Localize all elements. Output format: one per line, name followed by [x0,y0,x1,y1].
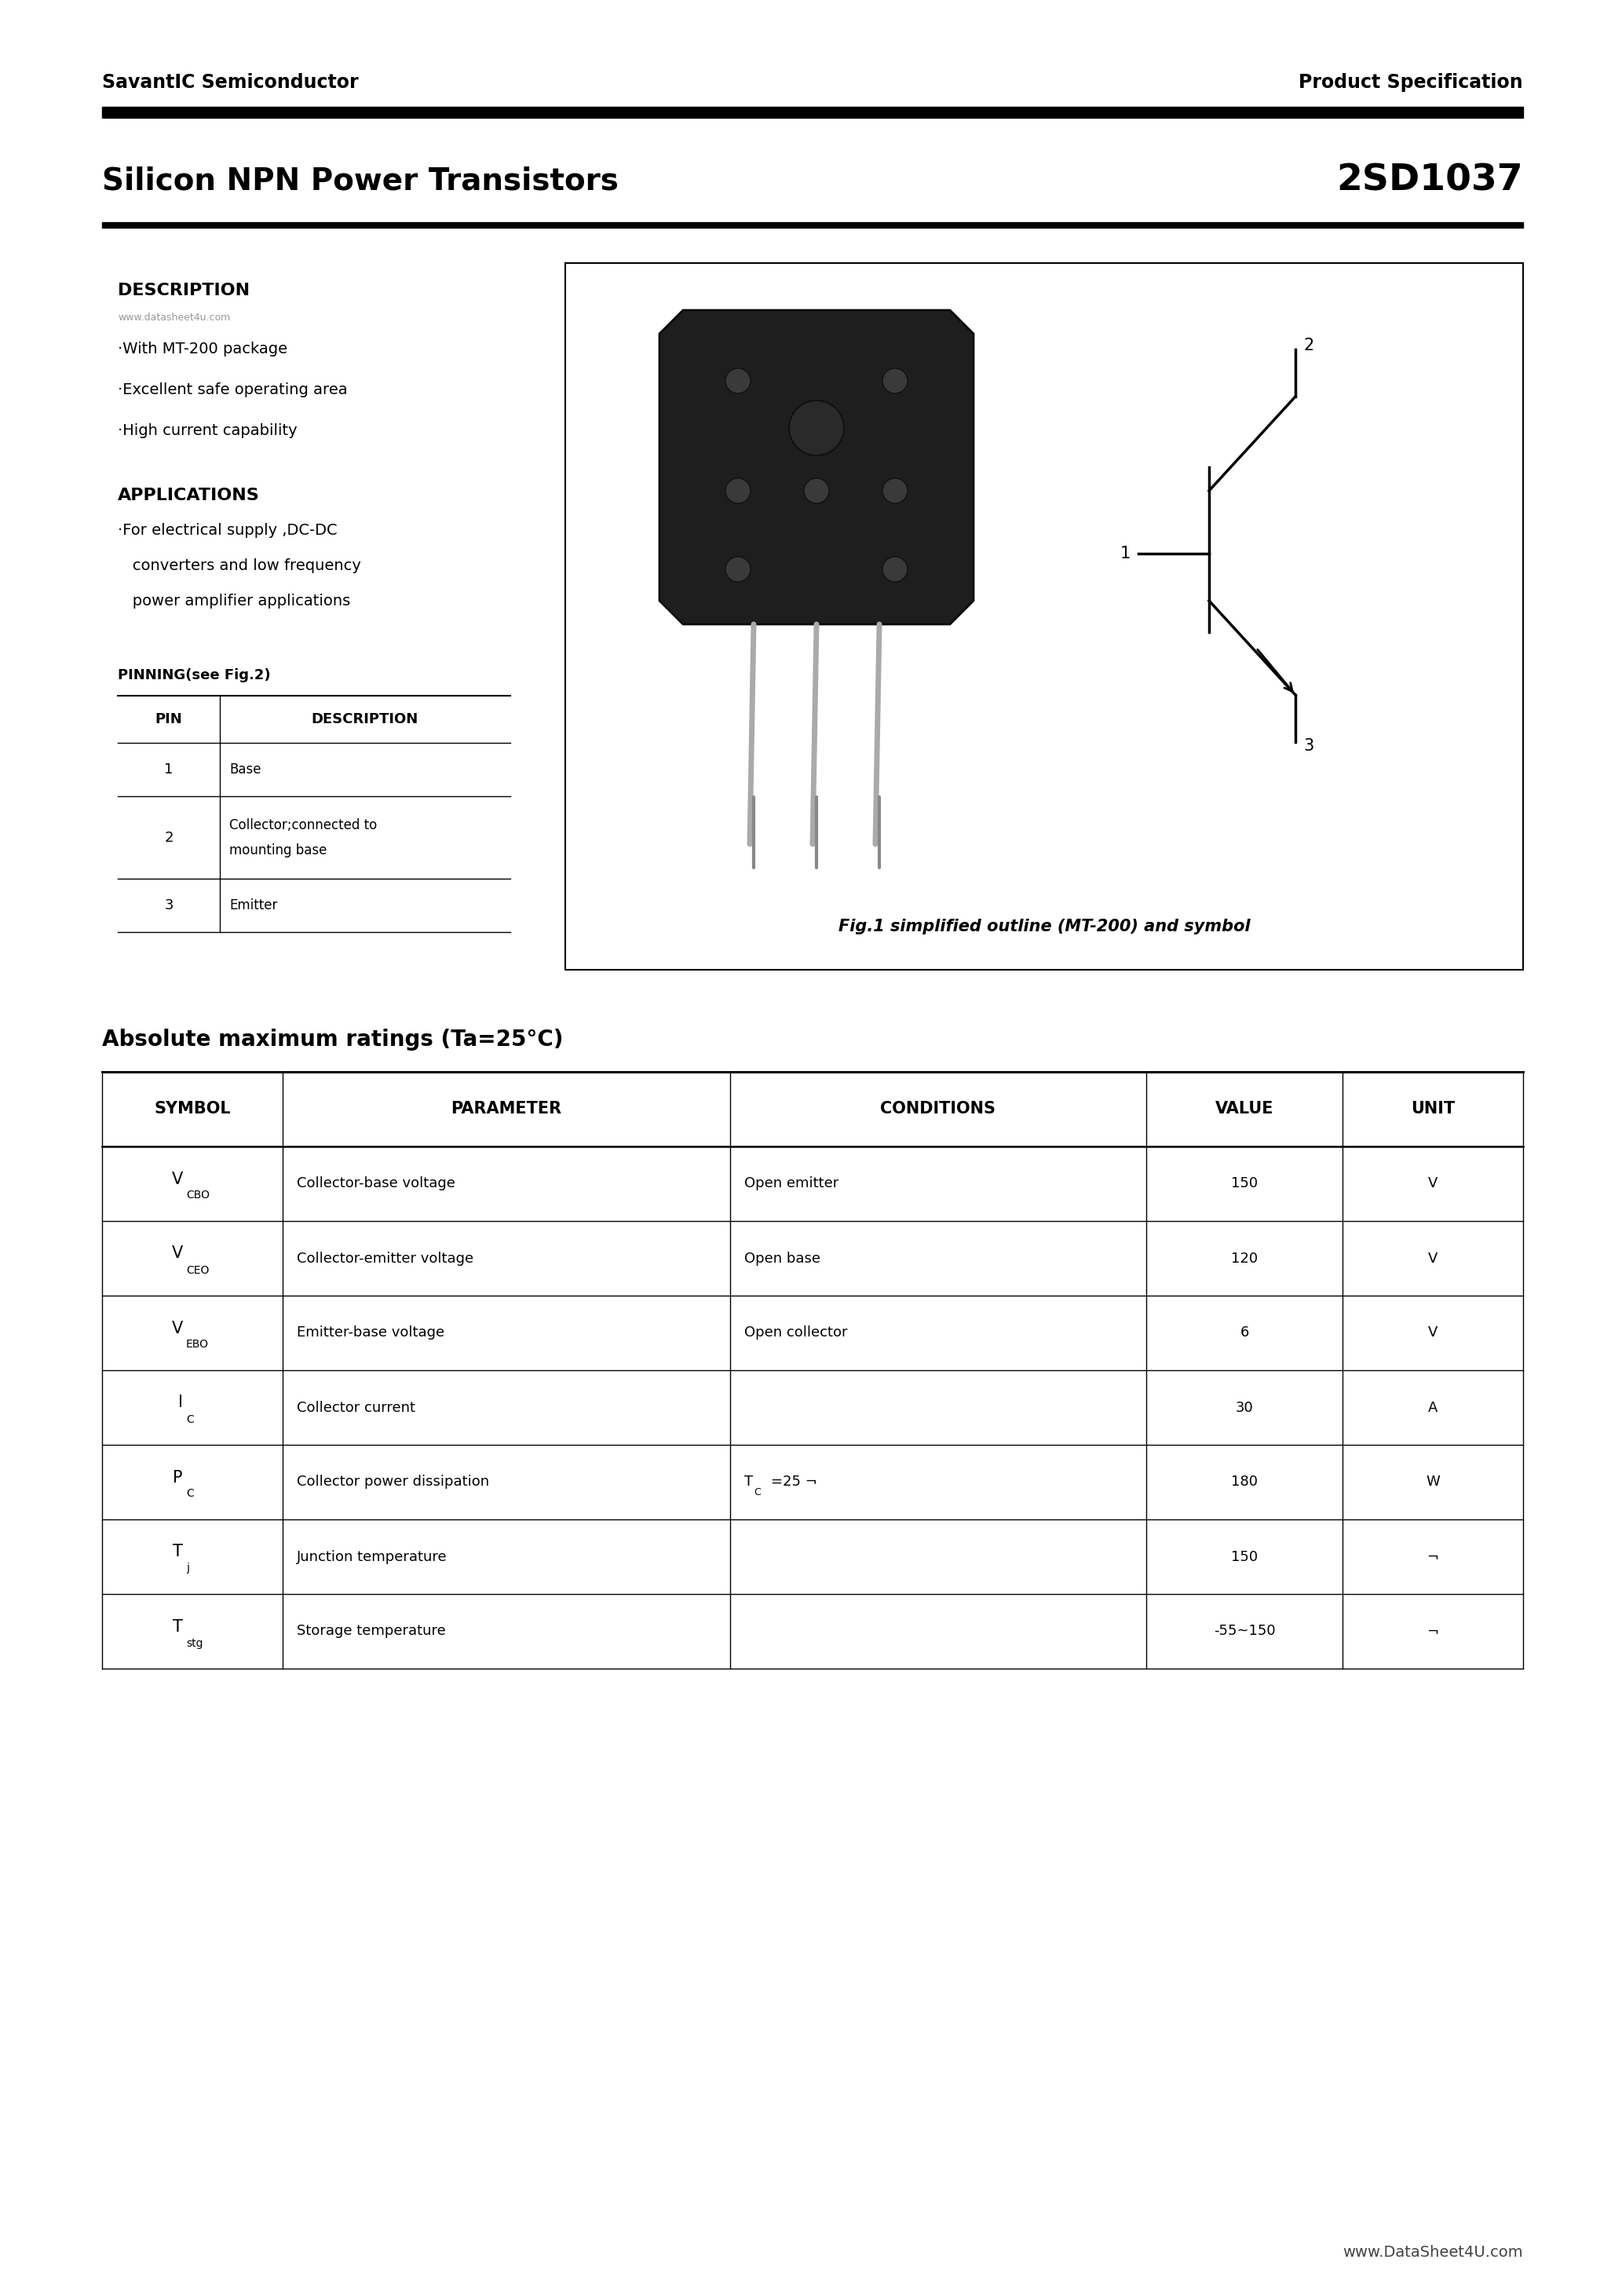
Text: PIN: PIN [156,712,182,726]
Text: 2: 2 [164,831,174,845]
Text: 3: 3 [1302,737,1314,753]
Text: DESCRIPTION: DESCRIPTION [311,712,418,726]
Circle shape [788,400,843,455]
Text: 6: 6 [1239,1325,1249,1341]
Text: PARAMETER: PARAMETER [451,1102,561,1116]
Text: -55~150: -55~150 [1213,1623,1275,1639]
Text: 30: 30 [1236,1401,1254,1414]
Text: Open base: Open base [744,1251,821,1265]
Text: V: V [172,1247,183,1261]
Text: www.DataSheet4U.com: www.DataSheet4U.com [1343,2245,1523,2259]
Text: 150: 150 [1231,1176,1257,1192]
Text: V: V [1427,1176,1437,1192]
Text: stg: stg [187,1637,203,1649]
Text: VALUE: VALUE [1215,1102,1273,1116]
Text: mounting base: mounting base [229,843,328,856]
Text: Collector-emitter voltage: Collector-emitter voltage [297,1251,474,1265]
Text: 2SD1037: 2SD1037 [1337,163,1523,197]
Text: Fig.1 simplified outline (MT-200) and symbol: Fig.1 simplified outline (MT-200) and sy… [839,918,1251,934]
Circle shape [882,478,908,503]
Text: Collector-base voltage: Collector-base voltage [297,1176,456,1192]
Text: Collector power dissipation: Collector power dissipation [297,1474,490,1490]
Text: Product Specification: Product Specification [1299,73,1523,92]
Text: ·High current capability: ·High current capability [118,422,297,439]
Text: 2: 2 [1302,338,1314,354]
Text: Open emitter: Open emitter [744,1176,839,1192]
Text: I: I [178,1396,183,1410]
Text: V: V [1427,1325,1437,1341]
Text: j: j [187,1564,190,1575]
Circle shape [882,556,908,581]
Text: Emitter-base voltage: Emitter-base voltage [297,1325,444,1341]
Text: Collector;connected to: Collector;connected to [229,817,376,831]
Text: C: C [754,1488,761,1497]
Circle shape [725,367,751,393]
Bar [102,223,1523,227]
Circle shape [805,478,829,503]
Text: SavantIC Semiconductor: SavantIC Semiconductor [102,73,358,92]
Text: P: P [174,1469,183,1486]
Text: ·For electrical supply ,DC-DC: ·For electrical supply ,DC-DC [118,523,337,537]
Circle shape [725,478,751,503]
Text: 180: 180 [1231,1474,1257,1490]
Bar [102,108,1523,117]
Circle shape [725,556,751,581]
Text: ·Excellent safe operating area: ·Excellent safe operating area [118,383,347,397]
Text: W: W [1426,1474,1440,1490]
Text: C: C [187,1414,193,1426]
Text: CEO: CEO [187,1265,209,1277]
Text: converters and low frequency: converters and low frequency [118,558,362,574]
Text: ¬: ¬ [1427,1623,1439,1639]
Text: Absolute maximum ratings (Ta=25°C): Absolute maximum ratings (Ta=25°C) [102,1029,563,1052]
Text: 3: 3 [164,898,174,912]
Text: V: V [1427,1251,1437,1265]
Text: APPLICATIONS: APPLICATIONS [118,487,260,503]
Text: C: C [187,1488,193,1499]
Text: Storage temperature: Storage temperature [297,1623,446,1639]
Text: T: T [744,1474,753,1490]
Text: Emitter: Emitter [229,898,277,912]
Text: UNIT: UNIT [1411,1102,1455,1116]
Text: T: T [174,1619,183,1635]
Text: A: A [1427,1401,1437,1414]
Text: Collector current: Collector current [297,1401,415,1414]
Text: 1: 1 [164,762,174,776]
Text: 150: 150 [1231,1550,1257,1564]
Text: CBO: CBO [187,1189,209,1201]
Bar [564,264,1523,969]
Text: PINNING(see Fig.2): PINNING(see Fig.2) [118,668,271,682]
Text: V: V [172,1171,183,1187]
Text: ¬: ¬ [1427,1550,1439,1564]
Text: www.datasheet4u.com: www.datasheet4u.com [118,312,230,324]
Text: 1: 1 [1121,546,1131,563]
Polygon shape [660,310,973,625]
Text: 120: 120 [1231,1251,1257,1265]
Text: power amplifier applications: power amplifier applications [118,595,350,608]
Text: Junction temperature: Junction temperature [297,1550,448,1564]
Text: =25 ¬: =25 ¬ [770,1474,817,1490]
Text: SYMBOL: SYMBOL [154,1102,230,1116]
Circle shape [882,367,908,393]
Text: Silicon NPN Power Transistors: Silicon NPN Power Transistors [102,165,618,195]
Text: ·With MT-200 package: ·With MT-200 package [118,342,287,356]
Text: Base: Base [229,762,261,776]
Text: CONDITIONS: CONDITIONS [881,1102,996,1116]
Text: Open collector: Open collector [744,1325,848,1341]
Text: T: T [174,1545,183,1559]
Text: DESCRIPTION: DESCRIPTION [118,282,250,298]
Text: EBO: EBO [187,1339,209,1350]
Text: V: V [172,1320,183,1336]
